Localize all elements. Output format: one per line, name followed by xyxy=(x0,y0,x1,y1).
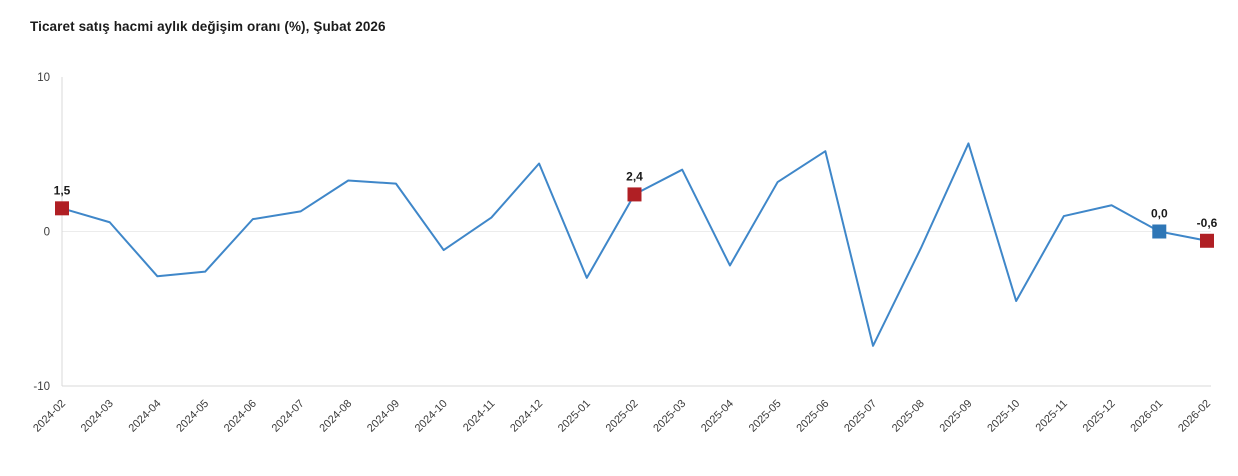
x-tick-label: 2025-10 xyxy=(985,398,1022,435)
y-tick-label: 10 xyxy=(37,72,50,84)
x-tick-label: 2026-02 xyxy=(1176,398,1213,435)
x-tick-label: 2025-12 xyxy=(1081,398,1118,435)
x-tick-label: 2025-02 xyxy=(604,398,641,435)
x-tick-label: 2024-02 xyxy=(31,398,68,435)
chart-title: Ticaret satış hacmi aylık değişim oranı … xyxy=(30,19,386,34)
x-tick-label: 2024-11 xyxy=(461,398,497,434)
x-tick-label: 2024-10 xyxy=(413,398,450,435)
x-tick-label: 2025-11 xyxy=(1034,398,1070,434)
x-tick-label: 2025-03 xyxy=(651,398,688,435)
y-tick-label: -10 xyxy=(33,381,50,393)
data-label-2024-02: 1,5 xyxy=(54,183,71,197)
data-label-2025-02: 2,4 xyxy=(626,169,643,183)
x-tick-label: 2025-08 xyxy=(890,398,927,435)
marker-2026-01 xyxy=(1152,224,1167,239)
x-tick-label: 2025-01 xyxy=(556,398,593,435)
data-label-2026-02: -0,6 xyxy=(1197,216,1218,230)
x-tick-label: 2025-04 xyxy=(699,398,736,435)
x-tick-label: 2024-09 xyxy=(365,398,402,435)
marker-2025-02 xyxy=(627,187,642,202)
x-tick-label: 2025-07 xyxy=(842,398,879,435)
x-tick-label: 2025-06 xyxy=(794,398,831,435)
x-tick-label: 2025-09 xyxy=(938,398,975,435)
marker-2026-02 xyxy=(1200,233,1214,248)
data-label-2026-01: 0,0 xyxy=(1151,207,1168,221)
x-tick-label: 2024-03 xyxy=(79,398,116,435)
y-tick-label: 0 xyxy=(44,227,50,239)
marker-2024-02 xyxy=(55,201,69,216)
x-tick-label: 2024-05 xyxy=(174,398,211,435)
x-tick-label: 2026-01 xyxy=(1128,398,1165,435)
x-tick-label: 2024-04 xyxy=(127,398,164,435)
x-tick-label: 2024-08 xyxy=(317,398,354,435)
x-tick-label: 2025-05 xyxy=(747,398,784,435)
x-tick-label: 2024-07 xyxy=(270,398,307,435)
x-tick-label: 2024-12 xyxy=(508,398,545,435)
x-tick-label: 2024-06 xyxy=(222,398,259,435)
